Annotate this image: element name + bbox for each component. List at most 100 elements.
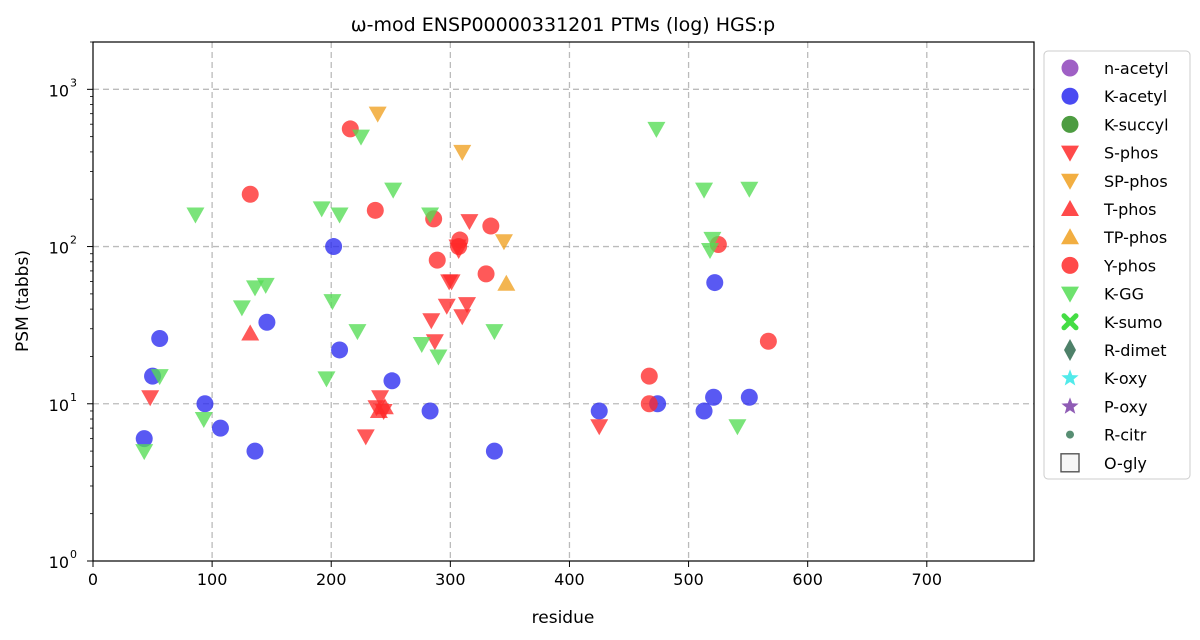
- data-point: [485, 442, 503, 460]
- legend-marker: [1061, 286, 1079, 303]
- data-point: [330, 207, 349, 224]
- x-tick-label: 100: [197, 570, 228, 589]
- x-tick-label: 700: [912, 570, 943, 589]
- legend-label: K-succyl: [1104, 115, 1169, 134]
- legend-marker: [1061, 59, 1079, 77]
- data-point: [246, 442, 264, 460]
- legend-label: S-phos: [1104, 144, 1158, 163]
- data-point: [453, 144, 472, 161]
- legend-marker: [1061, 173, 1079, 190]
- data-point: [352, 129, 371, 146]
- data-point: [494, 234, 513, 251]
- data-point: [135, 444, 154, 461]
- data-point: [211, 419, 229, 437]
- legend-label: P-oxy: [1104, 397, 1148, 416]
- y-tick-exponent: 0: [70, 548, 77, 561]
- data-point: [366, 201, 384, 219]
- data-point: [412, 336, 431, 353]
- data-point: [150, 369, 169, 386]
- legend-label: K-sumo: [1104, 313, 1162, 332]
- data-point: [485, 324, 504, 341]
- y-tick-exponent: 3: [70, 76, 77, 89]
- data-point: [421, 207, 440, 224]
- legend-marker: [1061, 145, 1079, 162]
- data-point: [437, 298, 456, 315]
- y-tick-exponent: 2: [70, 234, 77, 247]
- legend-frame: [1043, 50, 1191, 480]
- data-point: [460, 214, 479, 231]
- legend-marker: [1061, 313, 1079, 331]
- data-point: [647, 121, 666, 138]
- data-point: [312, 201, 331, 218]
- data-point: [232, 300, 251, 317]
- y-tick-label: 10: [49, 553, 69, 572]
- legend-marker: [1061, 228, 1079, 245]
- y-tick-label: 10: [49, 81, 69, 100]
- legend-label: K-oxy: [1104, 369, 1147, 388]
- data-point: [458, 297, 477, 314]
- legend-label: Y-phos: [1103, 256, 1156, 275]
- data-point: [422, 313, 441, 330]
- data-point: [425, 334, 444, 351]
- legend-label: O-gly: [1104, 454, 1147, 473]
- legend-marker: [1064, 339, 1076, 361]
- data-point: [258, 313, 276, 331]
- data-point: [241, 324, 260, 341]
- data-point: [186, 207, 205, 224]
- legend: n-acetyl K-acetyl K-succyl S-phos SP-phos T-p…: [1043, 50, 1191, 480]
- data-point: [740, 181, 759, 198]
- data-point: [705, 388, 723, 406]
- legend-label: R-citr: [1104, 426, 1147, 445]
- x-axis-label: residue: [532, 608, 595, 628]
- data-point: [368, 106, 387, 123]
- data-point: [640, 395, 658, 413]
- data-point: [245, 280, 264, 297]
- chart-title: ω-mod ENSP00000331201 PTMs (log) HGS:p: [351, 14, 776, 36]
- data-point: [706, 274, 724, 292]
- data-point: [194, 412, 213, 429]
- plot-frame: [92, 41, 1035, 562]
- legend-label: SP-phos: [1104, 172, 1168, 191]
- data-point: [196, 395, 214, 413]
- data-point: [348, 324, 367, 341]
- data-point: [428, 251, 446, 269]
- legend-label: TP-phos: [1103, 228, 1167, 247]
- y-tick-label: 10: [49, 396, 69, 415]
- data-points: [135, 106, 777, 461]
- data-point: [701, 243, 720, 260]
- x-tick-label: 0: [88, 570, 98, 589]
- data-point: [640, 367, 658, 385]
- legend-marker: [1061, 200, 1079, 216]
- y-axis-label: PSM (tabbs): [13, 250, 33, 352]
- legend-label: R-dimet: [1104, 341, 1167, 360]
- data-point: [453, 309, 472, 326]
- data-point: [151, 330, 169, 348]
- data-point: [256, 277, 275, 294]
- data-point: [241, 185, 259, 203]
- data-point: [497, 274, 516, 291]
- x-tick-label: 300: [435, 570, 466, 589]
- data-point: [590, 402, 608, 420]
- legend-marker: [1061, 115, 1079, 133]
- data-point: [317, 371, 336, 388]
- y-tick-label: 10: [49, 239, 69, 258]
- data-point: [141, 390, 160, 407]
- legend-marker: [1066, 430, 1074, 439]
- data-point: [442, 274, 461, 291]
- data-point: [590, 419, 609, 436]
- data-point: [371, 390, 390, 407]
- legend-label: T-phos: [1103, 200, 1157, 219]
- data-point: [740, 388, 758, 406]
- data-point: [135, 430, 153, 448]
- data-point: [356, 429, 375, 446]
- legend-marker: [1060, 453, 1080, 473]
- x-tick-label: 500: [673, 570, 704, 589]
- data-point: [429, 349, 448, 366]
- x-tick-label: 400: [554, 570, 585, 589]
- data-point: [451, 231, 469, 249]
- x-tick-label: 600: [792, 570, 823, 589]
- legend-label: K-GG: [1104, 285, 1144, 304]
- data-point: [695, 402, 713, 420]
